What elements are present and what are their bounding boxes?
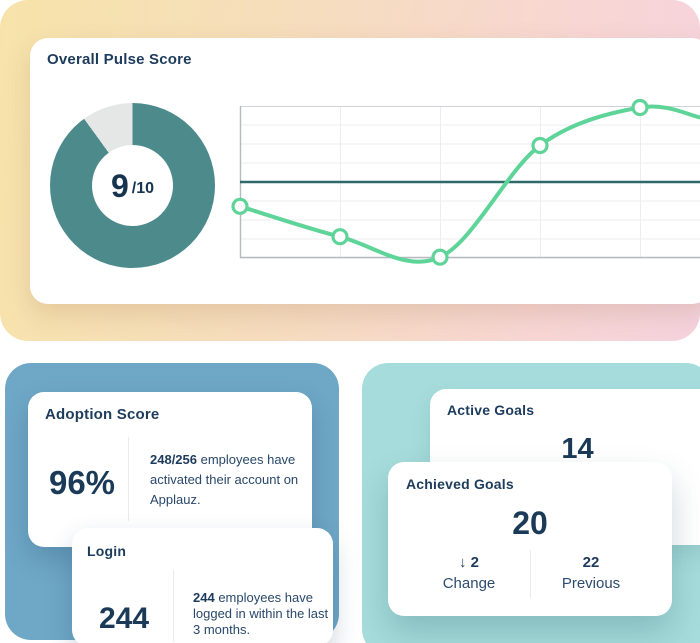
stats-divider	[529, 550, 531, 598]
adoption-score-value: 96%	[48, 464, 116, 501]
active-goals-value: 14	[561, 433, 594, 465]
previous-label: Previous	[561, 575, 621, 592]
adoption-description: 248/256 employees have activated their a…	[150, 450, 300, 510]
login-divider	[173, 570, 174, 642]
adoption-description-bold: 248/256	[150, 452, 197, 467]
change-label: Change	[442, 575, 496, 592]
pulse-panel: Overall Pulse Score 9 /10	[0, 0, 700, 341]
login-description: 244 employees have logged in within the …	[193, 590, 331, 638]
adoption-divider	[128, 437, 129, 521]
previous-value: 22	[582, 554, 600, 571]
login-description-rest: employees have logged in within the last…	[193, 590, 329, 637]
overall-pulse-card: Overall Pulse Score 9 /10	[30, 38, 700, 304]
pulse-donut-chart: 9 /10	[50, 103, 215, 268]
active-goals-title: Active Goals	[447, 402, 535, 418]
adoption-description-rest: employees have activated their account o…	[150, 452, 299, 507]
pulse-score-number: 9	[110, 167, 129, 204]
achieved-goals-title: Achieved Goals	[406, 476, 514, 492]
pulse-card-title: Overall Pulse Score	[47, 51, 192, 68]
achieved-goals-value: 20	[512, 505, 548, 541]
login-value: 244	[98, 602, 150, 635]
achieved-goals-stats-row: ↓ 2 Change 22 Previous	[388, 550, 672, 598]
change-value: 2	[470, 554, 479, 571]
achieved-goals-card: Achieved Goals 20 ↓ 2 Change 22 Previous	[388, 462, 672, 616]
previous-cell: 22 Previous	[549, 553, 634, 595]
login-card: Login 244 244 employees have logged in w…	[72, 528, 333, 643]
adoption-score-card: Adoption Score 96% 248/256 employees hav…	[28, 392, 312, 547]
adoption-card-title: Adoption Score	[45, 406, 160, 423]
pulse-line-chart-svg	[231, 98, 700, 266]
login-description-bold: 244	[193, 590, 215, 605]
pulse-score-value: 9 /10	[50, 103, 215, 268]
arrow-down-icon: ↓	[458, 554, 467, 571]
change-value-line: ↓ 2	[427, 553, 512, 573]
pulse-line-chart	[231, 98, 700, 266]
login-card-title: Login	[87, 543, 127, 559]
change-cell: ↓ 2 Change	[427, 553, 512, 595]
pulse-score-denominator: /10	[131, 179, 155, 197]
